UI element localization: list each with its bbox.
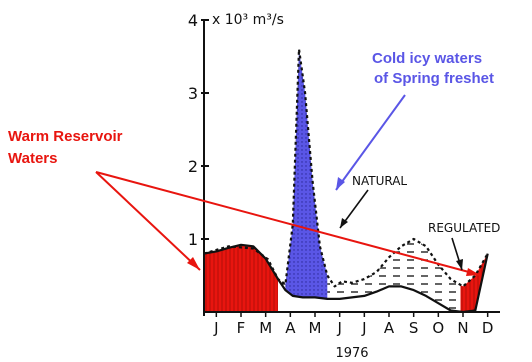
cold-waters-label-line2: of Spring freshet	[374, 70, 494, 87]
x-tick-label: S	[409, 319, 419, 337]
cold-waters-label-line1: Cold icy waters	[372, 50, 482, 67]
warm-arrow-left	[95, 171, 201, 271]
x-tick-label: O	[432, 319, 444, 337]
regulated-curve	[203, 243, 489, 314]
natural-pointer	[339, 189, 369, 229]
x-tick-label: J	[213, 319, 218, 337]
regulated-label: REGULATED	[428, 221, 500, 235]
x-tick-label: F	[237, 319, 246, 337]
y-tick-label: 4	[188, 11, 198, 30]
natural-label: NATURAL	[352, 174, 407, 188]
series-curves	[203, 48, 489, 314]
x-tick-label: D	[482, 319, 494, 337]
x-tick-label: M	[259, 319, 272, 337]
warm-reservoir-fill-december	[460, 253, 488, 312]
x-tick-label: A	[384, 319, 395, 337]
y-axis-unit-label: x 10³ m³/s	[212, 12, 284, 28]
x-tick-label: J	[336, 319, 341, 337]
axes	[201, 19, 500, 317]
warm-waters-label-line2: Waters	[8, 150, 57, 167]
y-tick-label: 3	[188, 84, 198, 103]
y-tick-label: 1	[188, 230, 198, 249]
x-tick-label: N	[457, 319, 468, 337]
regulated-pointer	[451, 237, 463, 271]
warm-reservoir-fill-winter	[204, 244, 278, 312]
area-fills	[204, 49, 488, 312]
y-tick-label: 2	[188, 157, 198, 176]
x-tick-label: M	[309, 319, 322, 337]
x-tick-label: J	[361, 319, 366, 337]
spring-freshet-fill	[285, 49, 328, 299]
cold-arrow	[335, 94, 406, 191]
warm-waters-label-line1: Warm Reservoir	[8, 128, 123, 145]
warm-arrow-right	[95, 171, 481, 276]
x-axis-label: 1976	[335, 346, 368, 361]
x-tick-label: A	[285, 319, 296, 337]
